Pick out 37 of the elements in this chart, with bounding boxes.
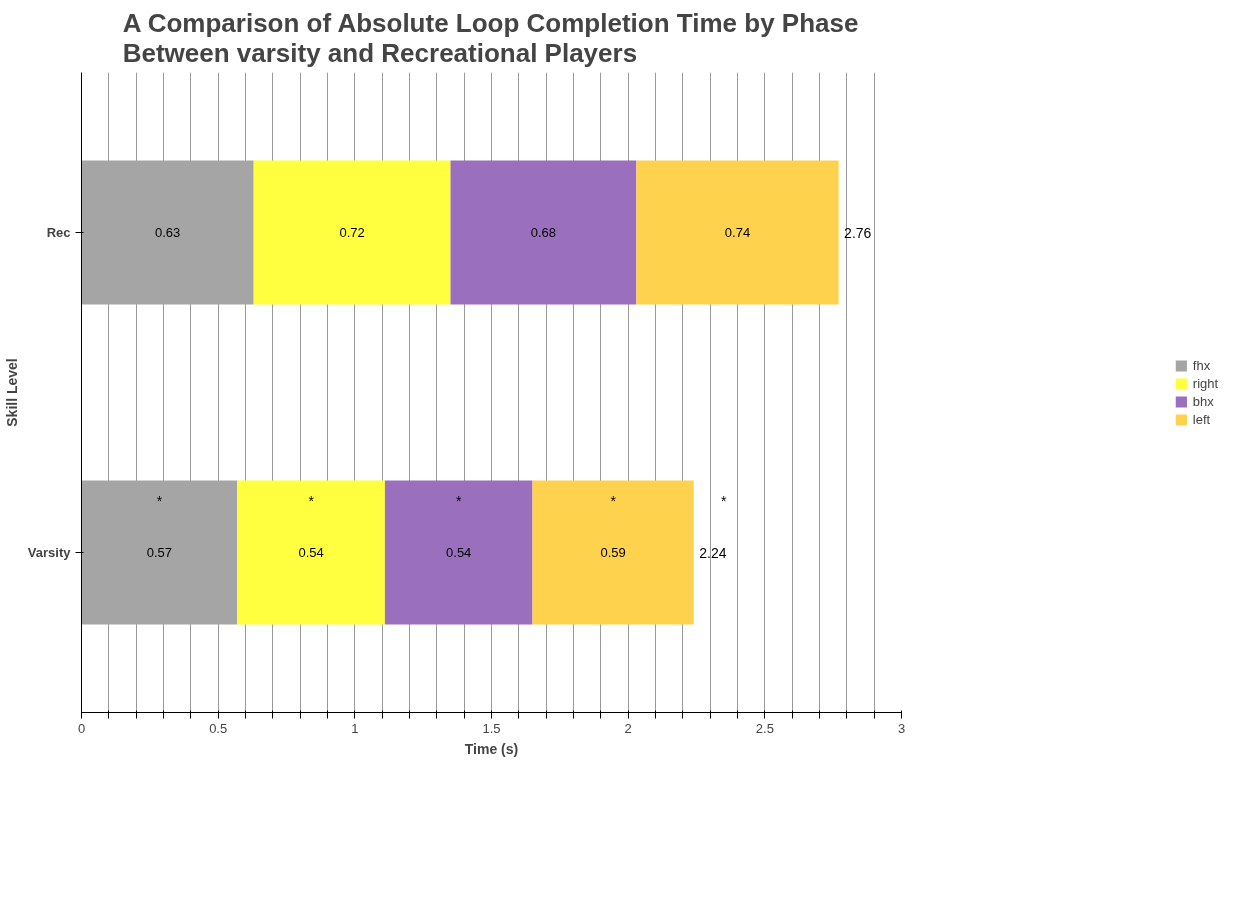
annotation: * (721, 493, 728, 510)
total-label: 2.24 (699, 544, 727, 561)
bar (450, 160, 637, 305)
y-tick-label: Rec (46, 225, 71, 240)
x-tick-label: 3 (897, 720, 906, 736)
legend-label: fhx (1192, 357, 1212, 373)
legend-label: bhx (1192, 393, 1214, 409)
data-label: 0.54 (298, 545, 324, 560)
bar (636, 160, 839, 305)
x-tick-label: 0 (77, 720, 86, 736)
data-label: 0.63 (154, 225, 181, 240)
annotation: * (455, 493, 462, 510)
bar (384, 480, 533, 625)
x-axis-title: Time (s) (464, 740, 519, 757)
data-label: 0.54 (446, 545, 472, 560)
bar (237, 480, 385, 625)
legend-label: right (1192, 375, 1219, 391)
x-tick-label: 2.5 (755, 720, 774, 736)
annotation: * (610, 493, 617, 510)
data-label: 0.57 (146, 545, 173, 560)
chart-title: A Comparison of Absolute Loop Completion Time by Phase Between varsity and Recreational Players (122, 7, 859, 68)
annotation: * (156, 493, 163, 510)
data-label: 0.72 (339, 225, 365, 240)
x-tick-label: 1 (351, 720, 359, 736)
x-tick-label: 1.5 (482, 720, 501, 736)
y-axis-title: Skill Level (3, 358, 20, 427)
total-label: 2.76 (844, 224, 872, 241)
annotation: * (308, 493, 315, 510)
data-label: 0.59 (600, 545, 626, 560)
x-tick-label: 0.5 (209, 720, 228, 736)
legend-label: left (1192, 411, 1212, 427)
data-label: 0.68 (530, 225, 557, 240)
y-tick-label: Varsity (27, 545, 72, 560)
bar (253, 160, 451, 305)
x-tick-label: 2 (624, 720, 632, 736)
data-label: 0.74 (724, 225, 751, 240)
bar (532, 480, 694, 625)
